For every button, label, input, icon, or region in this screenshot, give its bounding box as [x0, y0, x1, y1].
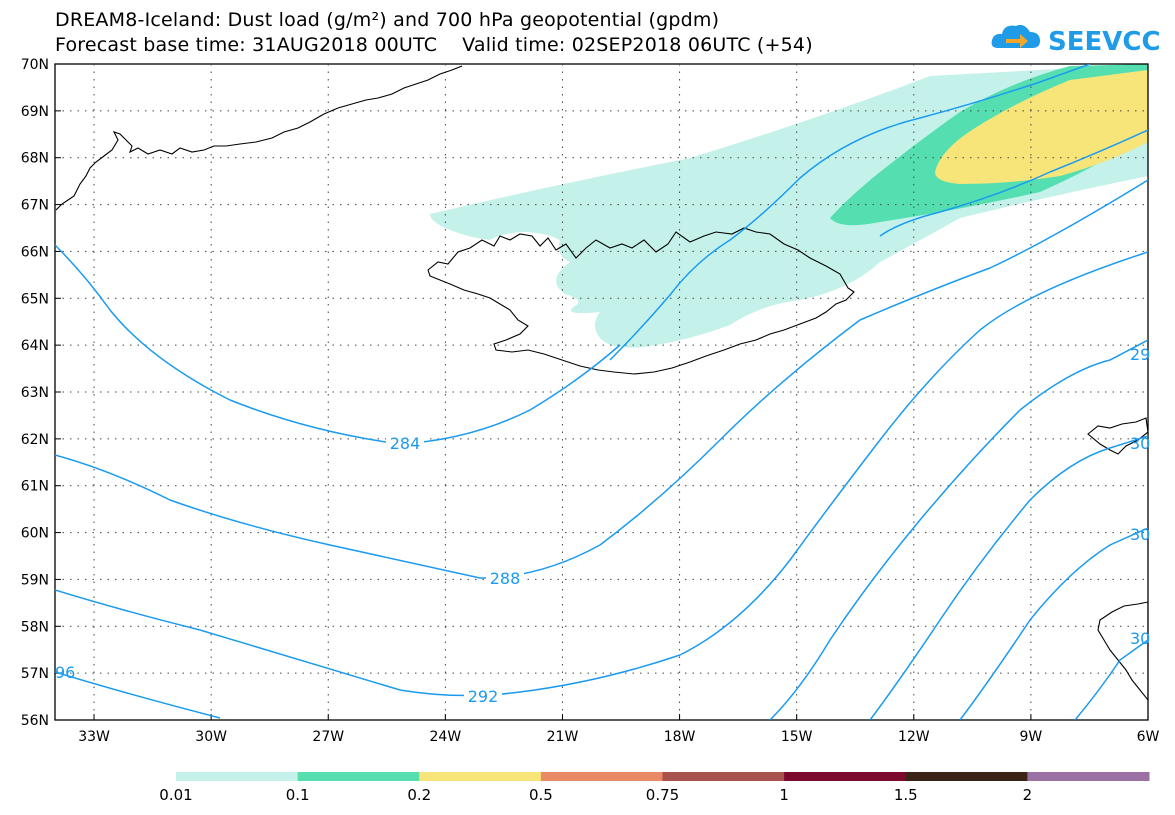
- latitude-label: 68N: [21, 151, 49, 167]
- colorbar-label: 0.2: [407, 786, 431, 804]
- contour-288: [55, 179, 1148, 579]
- latitude-label: 58N: [21, 619, 49, 635]
- logo-text: SEEVCCC: [1048, 27, 1160, 57]
- forecast-time-subtitle: Forecast base time: 31AUG2018 00UTC Vali…: [55, 34, 813, 56]
- latitude-labels: 70N 69N 68N 67N 66N 65N 64N 63N 62N 61N 60N 59N 58N 5…: [21, 57, 49, 729]
- longitude-label: 9W: [1020, 729, 1043, 745]
- latitude-label: 61N: [21, 479, 49, 495]
- longitude-label: 12W: [898, 729, 930, 745]
- longitude-label: 6W: [1137, 729, 1160, 745]
- longitude-label: 33W: [78, 729, 110, 745]
- contour-292: [55, 251, 1148, 697]
- contour-label: 30: [1130, 629, 1150, 648]
- contour-300: [869, 435, 1148, 720]
- latitude-label: 64N: [21, 338, 49, 354]
- graticule: [55, 63, 1149, 721]
- geopotential-contours: [55, 64, 1148, 720]
- colorbar: 0.01 0.1 0.2 0.5 0.75 1 1.5 2: [159, 772, 1150, 804]
- latitude-label: 70N: [21, 57, 49, 73]
- longitude-label: 21W: [547, 729, 579, 745]
- contour-label: 288: [490, 569, 521, 588]
- latitude-label: 63N: [21, 385, 49, 401]
- longitude-label: 27W: [312, 729, 344, 745]
- longitude-label: 18W: [664, 729, 696, 745]
- latitude-label: 65N: [21, 291, 49, 307]
- seevccc-logo: SEEVCCC: [991, 24, 1160, 57]
- scotland-coast: [1097, 601, 1148, 701]
- colorbar-segment: [176, 772, 299, 781]
- latitude-label: 69N: [21, 104, 49, 120]
- colorbar-label: 0.1: [286, 786, 310, 804]
- contour-label: 292: [468, 687, 499, 706]
- contour-296: [55, 339, 1148, 720]
- contour-label: 96: [55, 663, 75, 682]
- map-title: DREAM8-Iceland: Dust load (g/m²) and 700…: [55, 9, 720, 31]
- contour-304: [959, 527, 1148, 720]
- iceland-coast: [427, 227, 855, 375]
- colorbar-label: 0.5: [529, 786, 553, 804]
- longitude-label: 15W: [781, 729, 813, 745]
- contour-label: 30: [1130, 434, 1150, 453]
- longitude-labels: 33W 30W 27W 24W 21W 18W 15W 12W 9W 6W: [78, 729, 1159, 745]
- coastlines: [55, 65, 1148, 701]
- latitude-label: 66N: [21, 244, 49, 260]
- colorbar-segment: [784, 772, 907, 781]
- colorbar-segment: [905, 772, 1028, 781]
- latitude-label: 67N: [21, 198, 49, 214]
- colorbar-segment: [540, 772, 663, 781]
- colorbar-label: 0.01: [159, 786, 192, 804]
- contour-308: [1074, 639, 1148, 720]
- colorbar-label: 1: [779, 786, 789, 804]
- colorbar-segment: [297, 772, 420, 781]
- latitude-label: 59N: [21, 572, 49, 588]
- colorbar-segment: [662, 772, 785, 781]
- faroe-coast: [1087, 417, 1148, 455]
- colorbar-label: 0.75: [646, 786, 679, 804]
- dust-area-0.2: [935, 70, 1148, 184]
- latitude-label: 57N: [21, 666, 49, 682]
- cloud-arrow-icon: [991, 24, 1040, 48]
- contour-284: [55, 244, 621, 445]
- contour-labels: 284 288 292 96 29 30 30 30: [55, 345, 1150, 706]
- contour-284b: [879, 129, 1148, 237]
- latitude-label: 56N: [21, 713, 49, 729]
- latitude-label: 60N: [21, 526, 49, 542]
- latitude-label: 62N: [21, 432, 49, 448]
- colorbar-segment: [419, 772, 542, 781]
- dust-load-shading: [430, 64, 1148, 348]
- longitude-label: 30W: [195, 729, 227, 745]
- colorbar-segment: [1027, 772, 1150, 781]
- longitude-label: 24W: [430, 729, 462, 745]
- colorbar-label: 2: [1023, 786, 1033, 804]
- contour-label: 30: [1130, 525, 1150, 544]
- colorbar-label: 1.5: [894, 786, 918, 804]
- contour-280: [609, 64, 1091, 361]
- greenland-coast: [55, 65, 463, 211]
- contour-label: 29: [1130, 345, 1150, 364]
- contour-label: 284: [390, 434, 421, 453]
